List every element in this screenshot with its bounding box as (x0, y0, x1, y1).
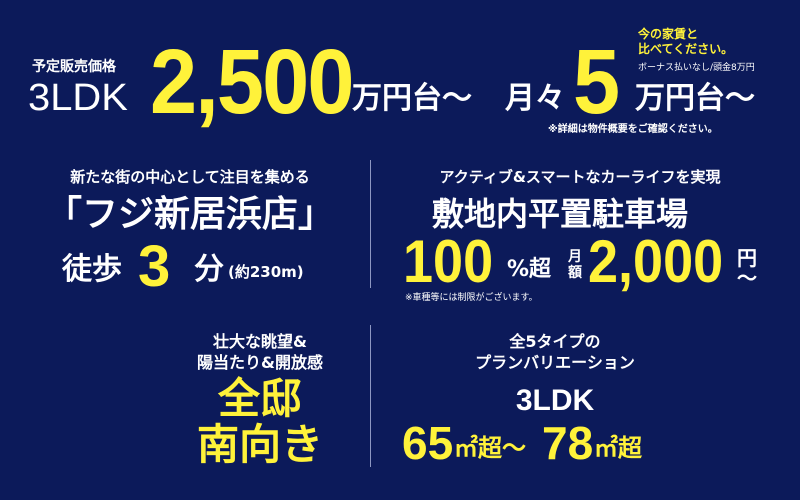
fee-label-2: 額 (568, 265, 582, 281)
parking-fee: 2,000 (588, 228, 724, 295)
plans-layout: 3LDK (515, 384, 595, 417)
parking-caption: アクティブ&スマートなカーライフを実現 (439, 168, 721, 186)
area-unit-1: ㎡超～ (454, 434, 526, 462)
parking-ratio: 100 (403, 228, 494, 295)
monthly-label: 月々 (505, 81, 565, 116)
fee-tilde: ～ (737, 266, 757, 290)
price-amount: 2,500 (150, 31, 354, 133)
detail-note: ※詳細は物件概要をご確認ください。 (548, 124, 718, 135)
store-caption: 新たな街の中心として注目を集める (70, 168, 310, 186)
price-unit: 万円台～ (352, 81, 472, 116)
bonus-note: ボーナス払いなし/頭金8万円 (638, 63, 755, 73)
parking-ratio-unit: %超 (507, 257, 552, 282)
plans-area: 65 ㎡超～ 78 ㎡超 (402, 420, 800, 470)
area-unit-2: ㎡超 (594, 434, 642, 462)
walk-minutes: 3 (138, 234, 171, 299)
view-caption-line1: 壮大な眺望& (213, 332, 307, 351)
store-walk: 徒歩 3 分 (約230m) (62, 234, 322, 299)
walk-distance: (約230m) (228, 263, 304, 281)
price-plan: 3LDK (28, 77, 128, 119)
plans-caption-line1: 全5タイプの (509, 332, 601, 351)
parking-note: ※車種等には制限がございます。 (405, 293, 538, 303)
plans-caption-line2: プランバリエーション (475, 353, 635, 372)
divider (370, 325, 371, 467)
compare-line1: 今の家賃と (638, 27, 699, 41)
view-headline-line1: 全邸 (217, 374, 302, 423)
view-caption-line2: 陽当たり&開放感 (197, 353, 323, 372)
walk-unit: 分 (194, 252, 224, 287)
area-max: 78 (542, 417, 594, 469)
walk-label: 徒歩 (62, 252, 122, 287)
fee-label-1: 月 (568, 249, 582, 265)
compare-line2: 比べてください。 (638, 42, 734, 56)
price-label: 予定販売価格 (32, 59, 116, 75)
monthly-unit: 万円台～ (635, 81, 755, 116)
parking-title: 敷地内平置駐車場 (432, 195, 689, 233)
store-name: 「フジ新居浜店」 (45, 194, 334, 235)
fee-unit: 円 (737, 246, 757, 270)
area-min: 65 (402, 417, 454, 469)
view-headline-line2: 南向き (196, 420, 323, 469)
divider (370, 160, 371, 288)
monthly-amount: 5 (573, 31, 621, 133)
